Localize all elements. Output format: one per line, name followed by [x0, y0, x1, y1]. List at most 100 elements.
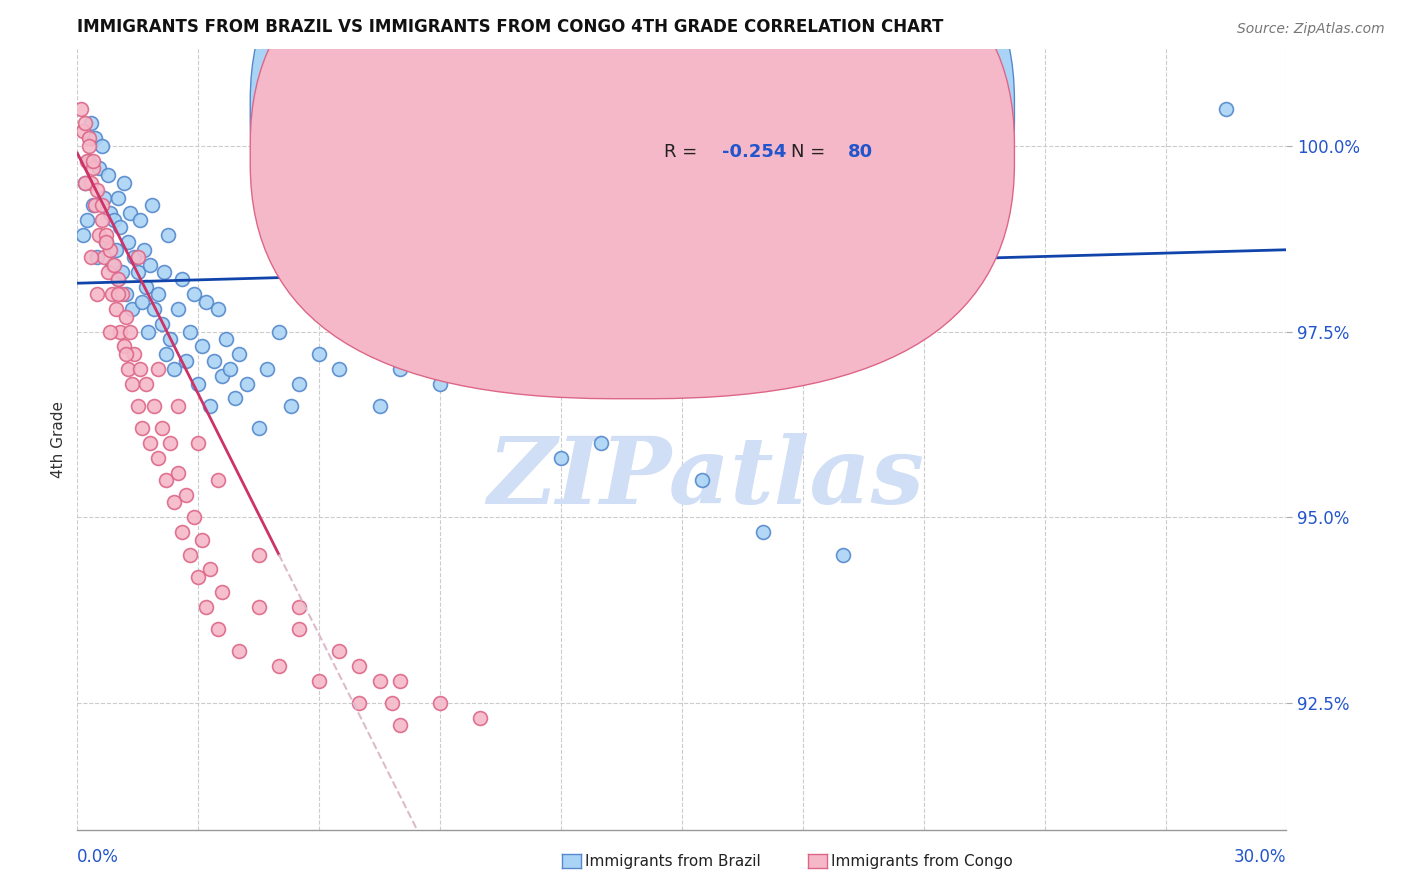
Point [75, 176, 97, 190]
Point [163, 361, 186, 376]
Text: Immigrants from Congo: Immigrants from Congo [831, 855, 1012, 869]
Point [117, 235, 139, 250]
Point [388, 673, 411, 688]
Point [82, 161, 104, 175]
FancyBboxPatch shape [250, 0, 1015, 399]
Point [308, 673, 330, 688]
Point [172, 525, 194, 540]
Point [112, 176, 135, 190]
Point [429, 696, 451, 710]
Point [267, 659, 290, 673]
Point [112, 339, 135, 353]
Point [228, 644, 250, 658]
Point [235, 376, 257, 391]
Point [470, 347, 492, 361]
Point [117, 361, 139, 376]
Point [183, 510, 205, 524]
Point [98, 205, 121, 219]
Point [142, 302, 165, 317]
Point [368, 399, 391, 413]
Point [72, 124, 94, 138]
Point [591, 436, 613, 450]
Point [247, 421, 270, 435]
Point [179, 548, 201, 562]
Point [100, 258, 122, 272]
Point [104, 243, 127, 257]
Point [90, 213, 112, 227]
Point [368, 673, 391, 688]
Point [388, 718, 411, 732]
Point [179, 325, 201, 339]
Point [100, 287, 122, 301]
Point [111, 287, 134, 301]
Point [267, 325, 290, 339]
Point [104, 302, 127, 317]
Point [150, 317, 173, 331]
Text: 80: 80 [848, 143, 873, 161]
Point [98, 325, 121, 339]
Point [172, 272, 194, 286]
Point [122, 347, 145, 361]
Point [211, 584, 233, 599]
Point [131, 421, 153, 435]
Point [153, 265, 176, 279]
Point [142, 399, 165, 413]
Point [94, 235, 117, 250]
Point [159, 332, 181, 346]
Point [121, 302, 143, 317]
Point [139, 258, 162, 272]
Point [122, 250, 145, 264]
Point [429, 376, 451, 391]
Point [167, 466, 190, 480]
Point [256, 361, 278, 376]
Point [202, 354, 225, 368]
Point [111, 265, 134, 279]
Y-axis label: 4th Grade: 4th Grade [51, 401, 66, 478]
Point [211, 369, 233, 384]
Point [108, 220, 131, 235]
Point [72, 227, 94, 242]
Point [93, 250, 115, 264]
Point [470, 711, 492, 725]
Point [139, 436, 162, 450]
Point [174, 488, 197, 502]
Point [224, 392, 246, 406]
Point [94, 227, 117, 242]
Point [79, 138, 101, 153]
Point [328, 644, 350, 658]
Point [146, 361, 169, 376]
Point [84, 198, 107, 212]
Point [75, 116, 97, 130]
FancyBboxPatch shape [603, 92, 924, 182]
Point [247, 548, 270, 562]
Point [128, 361, 150, 376]
Point [207, 473, 229, 487]
Point [76, 153, 98, 168]
Point [1215, 102, 1237, 116]
Point [79, 131, 101, 145]
Point [167, 399, 190, 413]
Point [200, 562, 222, 576]
Point [832, 548, 855, 562]
Text: 120: 120 [848, 100, 884, 118]
Point [75, 176, 97, 190]
Point [132, 243, 155, 257]
Point [288, 622, 311, 636]
Point [157, 227, 180, 242]
Text: 0.0%: 0.0% [77, 848, 120, 866]
Point [90, 198, 112, 212]
Point [107, 272, 129, 286]
Point [131, 294, 153, 309]
Text: 0.028: 0.028 [721, 100, 779, 118]
Point [308, 347, 330, 361]
Point [136, 325, 159, 339]
Text: N =: N = [790, 143, 825, 161]
Point [630, 376, 652, 391]
Point [107, 272, 129, 286]
Point [84, 131, 107, 145]
Point [107, 287, 129, 301]
Point [228, 347, 250, 361]
Point [89, 227, 111, 242]
Point [155, 347, 177, 361]
Point [135, 280, 157, 294]
